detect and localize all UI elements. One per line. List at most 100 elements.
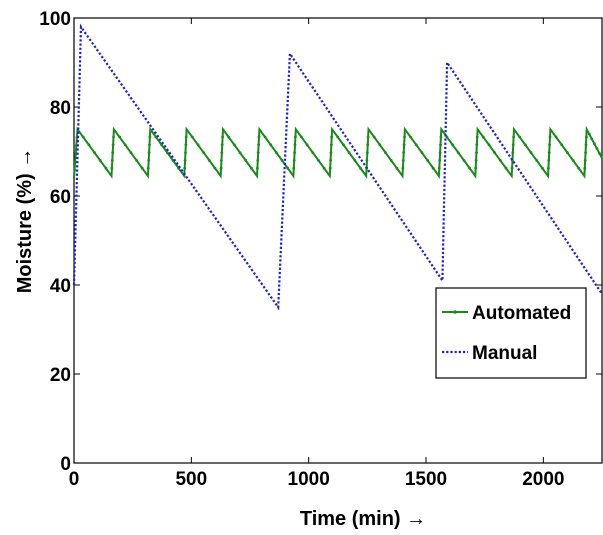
series-marker-automated (547, 151, 551, 155)
series-marker-automated (330, 135, 334, 139)
series-marker-automated (256, 166, 259, 170)
series-marker-automated (207, 159, 211, 162)
series-marker-automated (548, 135, 552, 139)
y-tick-label: 40 (50, 276, 71, 297)
series-marker-automated (365, 159, 369, 162)
series-marker-automated (292, 166, 296, 170)
series-marker-automated (384, 151, 387, 155)
series-marker-automated (359, 166, 362, 170)
series-marker-automated (305, 143, 309, 147)
series-marker-automated (462, 159, 466, 162)
y-tick-label: 80 (50, 98, 71, 119)
series-marker-automated (584, 143, 588, 147)
y-tick-label: 60 (50, 187, 71, 208)
series-marker-automated (587, 132, 591, 136)
series-marker-automated (183, 159, 187, 162)
series-marker-automated (353, 159, 357, 162)
legend-marker-automated (453, 310, 457, 314)
series-marker-automated (317, 159, 320, 162)
series-marker-automated (147, 159, 151, 162)
series-marker-automated (403, 135, 406, 139)
tick-labels: 0 500 1000 1500 2000 0 20 40 60 80 100 (39, 9, 564, 490)
series-marker-automated (294, 135, 297, 139)
series-marker-automated (104, 166, 108, 170)
series-line-manual (72, 23, 603, 311)
series-marker-automated (389, 159, 393, 162)
series-marker-automated (510, 166, 514, 170)
series-marker-automated (147, 151, 151, 155)
series-marker-automated (366, 143, 370, 147)
series-marker-automated (420, 151, 424, 155)
series-marker-automated (146, 166, 150, 170)
series-marker-automated (468, 166, 471, 170)
y-axis-label: Moisture (%) → (14, 148, 36, 294)
series-marker-automated (129, 151, 133, 155)
series-marker-automated (439, 143, 442, 147)
series-line-automated (73, 125, 603, 179)
series-marker-automated (148, 143, 151, 147)
series-marker-automated (293, 143, 297, 147)
series-marker-automated (111, 151, 115, 155)
series-marker-automated (518, 135, 522, 139)
series-marker-automated (474, 159, 478, 162)
series-marker-automated (263, 135, 267, 139)
series-marker-automated (233, 143, 236, 147)
series-marker-automated (475, 151, 478, 155)
series-marker-automated (81, 135, 85, 139)
series-marker-automated (456, 151, 460, 155)
series-marker-automated (511, 151, 515, 155)
series-marker-automated (219, 166, 223, 170)
series-marker-automated (98, 159, 102, 162)
series-marker-automated (511, 143, 515, 147)
plot-area (73, 17, 603, 464)
series-marker-automated (300, 135, 303, 139)
legend: Automated Manual (435, 287, 587, 379)
series-marker-automated (451, 143, 454, 147)
series-marker-automated (250, 166, 253, 170)
series-marker-automated (257, 135, 261, 139)
series-marker-automated (535, 159, 539, 162)
series-marker-automated (493, 151, 496, 155)
series-marker-automated (286, 166, 290, 170)
series-marker-automated (401, 159, 405, 162)
series-marker-automated (577, 166, 581, 170)
series-marker-automated (73, 168, 76, 172)
series-marker-automated (439, 135, 443, 139)
x-tick-label: 1000 (288, 469, 330, 490)
series-marker-automated (110, 166, 114, 170)
series-marker-automated (256, 159, 260, 162)
x-tick-label: 2000 (522, 469, 564, 490)
series-marker-automated (329, 151, 333, 155)
x-tick-label: 1500 (405, 469, 447, 490)
y-tick-label: 20 (50, 365, 71, 386)
axis-ticks (73, 17, 602, 464)
series-marker-automated (336, 135, 340, 139)
series-marker-automated (220, 151, 224, 155)
series-marker-automated (112, 135, 115, 139)
series-marker-automated (73, 160, 77, 164)
series-marker-automated (365, 151, 369, 155)
series-marker-automated (184, 151, 187, 155)
series-marker-automated (438, 159, 442, 162)
series-marker-automated (165, 151, 169, 155)
series-marker-automated (523, 143, 527, 147)
series-marker-automated (402, 151, 406, 155)
series-marker-automated (280, 159, 284, 162)
legend-box (435, 287, 587, 379)
series-marker-automated (190, 135, 194, 139)
series-marker-automated (366, 135, 370, 139)
series-marker-automated (426, 159, 429, 162)
series-marker-automated (221, 135, 225, 139)
series-marker-automated (123, 143, 127, 147)
series-marker-automated (256, 151, 260, 155)
series-marker-automated (148, 135, 152, 139)
series-marker-automated (183, 166, 187, 170)
series-marker-automated (401, 166, 405, 170)
series-marker-automated (330, 143, 333, 147)
series-marker-automated (438, 151, 442, 155)
series-marker-automated (118, 135, 121, 139)
series-marker-automated (529, 151, 533, 155)
series-marker-automated (409, 135, 412, 139)
series-marker-automated (402, 143, 406, 147)
series-marker-automated (395, 166, 399, 170)
